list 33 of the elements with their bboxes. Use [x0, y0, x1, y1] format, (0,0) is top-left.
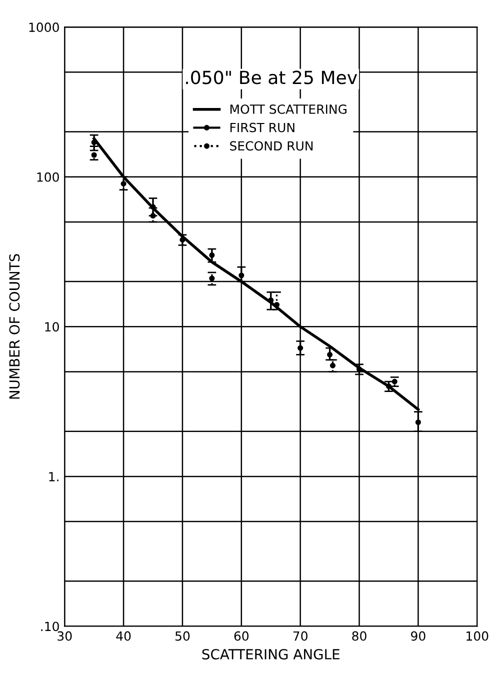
point: [327, 352, 333, 358]
point: [91, 140, 97, 146]
x-tick-label: 40: [116, 631, 131, 641]
x-tick-label: 70: [293, 631, 308, 641]
x-tick-label: 60: [234, 631, 249, 641]
x-tick-label: 30: [58, 631, 72, 641]
point: [150, 204, 156, 210]
text: .050" Be at 25 Mev: [186, 70, 358, 84]
x-tick-label: 100: [466, 631, 488, 641]
y-tick-label: .10: [41, 622, 59, 632]
y-tick-label: 100: [37, 172, 59, 182]
y-tick-label: 10: [45, 322, 59, 332]
point: [150, 212, 156, 219]
x-axis-title: SCATTERING ANGLE: [202, 648, 340, 660]
y-tick-label: 1.: [49, 472, 58, 482]
legend-label: SECOND RUN: [230, 141, 313, 151]
point: [415, 419, 421, 426]
point: [209, 252, 215, 258]
point: [209, 276, 215, 282]
point: [180, 237, 186, 243]
point: [356, 366, 362, 372]
point: [120, 180, 126, 186]
point: [238, 272, 244, 278]
point: [330, 362, 336, 368]
legend-label: FIRST RUN: [230, 122, 294, 132]
x-tick-label: 90: [411, 631, 426, 641]
x-tick-label: 80: [352, 631, 366, 641]
y-tick-label: 1000: [29, 22, 59, 32]
point: [298, 345, 304, 351]
y-axis-title: NUMBER OF COUNTS: [9, 254, 20, 399]
point: [91, 152, 97, 158]
x-tick-label: 50: [175, 631, 190, 641]
legend-label: MOTT SCATTERING: [230, 104, 346, 114]
